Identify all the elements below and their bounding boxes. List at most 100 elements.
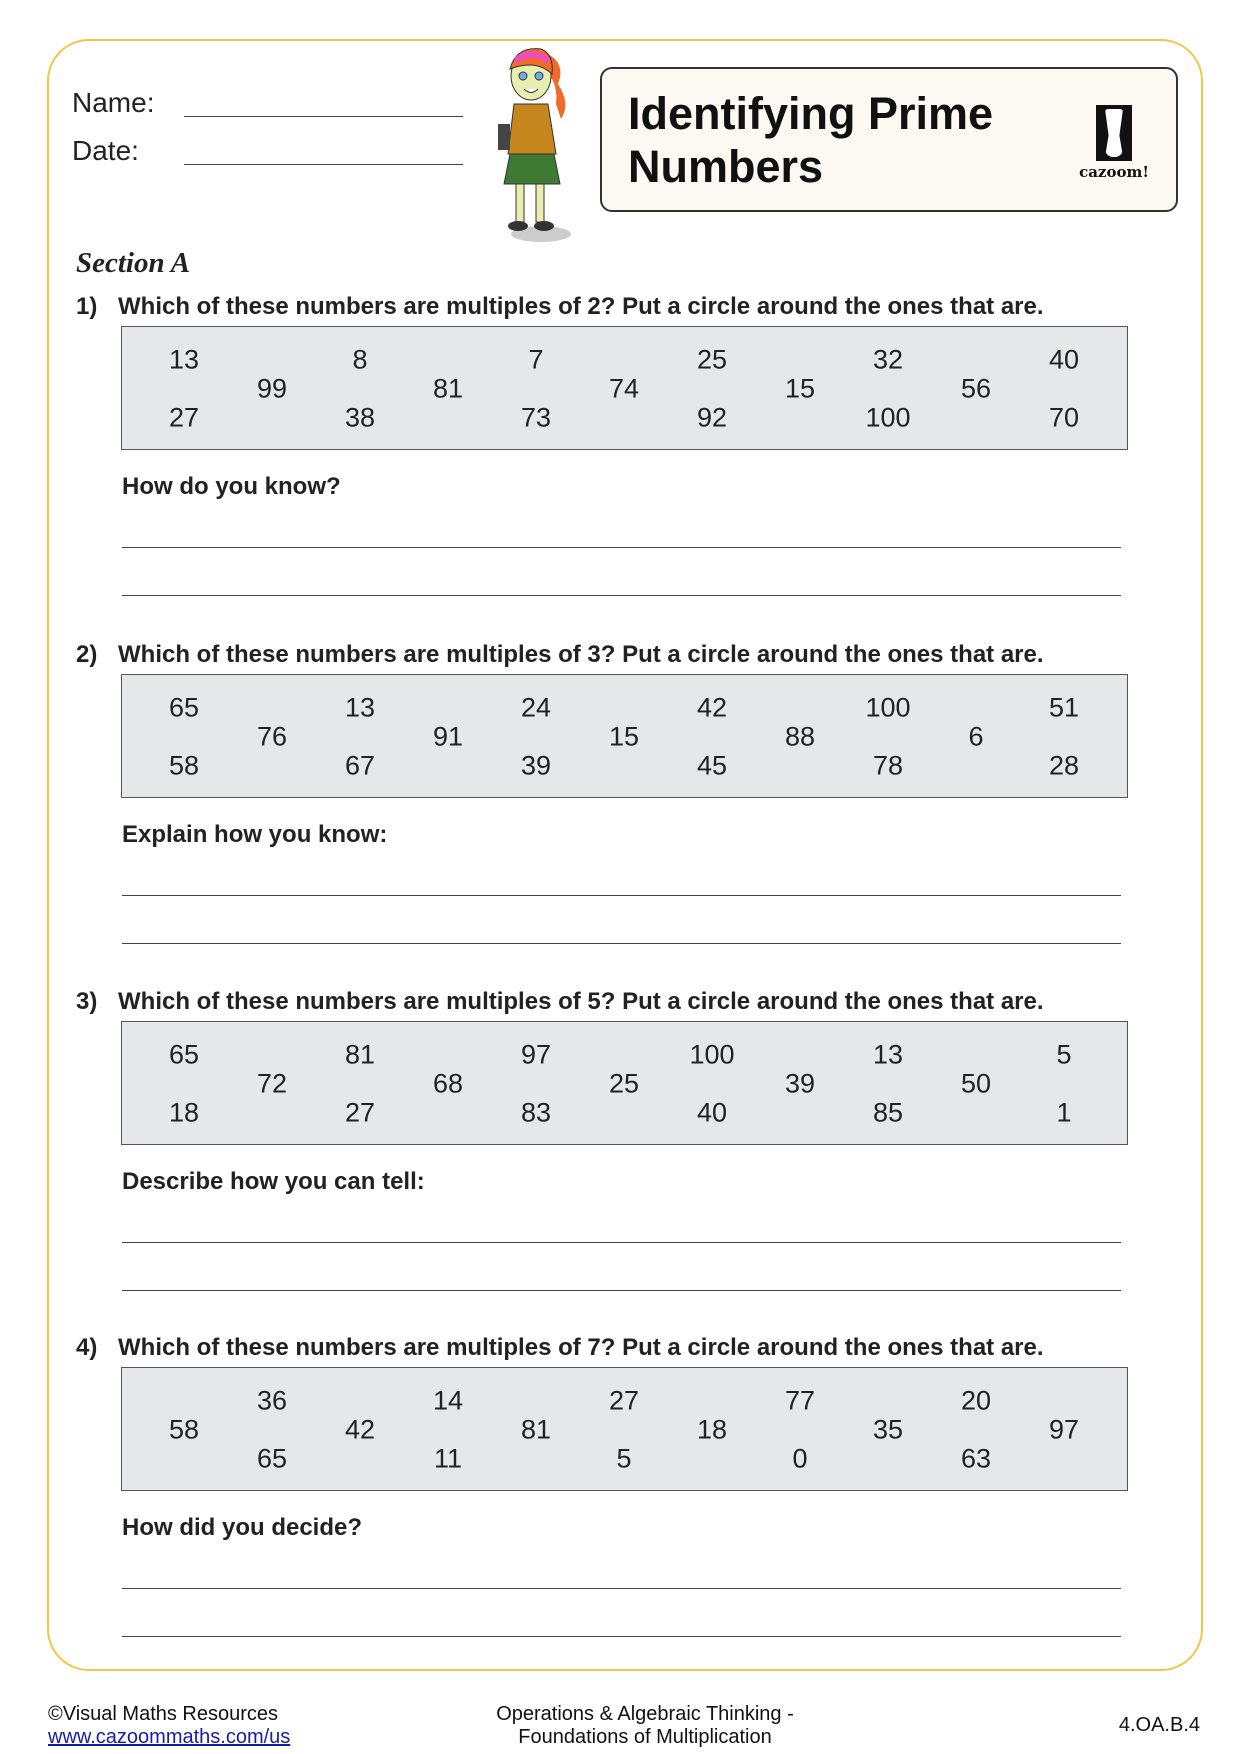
number-option[interactable]: 40 <box>1048 344 1080 375</box>
number-option[interactable]: 85 <box>872 1097 904 1128</box>
answer-line[interactable] <box>122 595 1121 596</box>
number-option[interactable]: 97 <box>520 1039 552 1070</box>
question-prompt: Which of these numbers are multiples of … <box>118 293 1044 320</box>
number-option[interactable]: 72 <box>256 1068 288 1099</box>
copyright: ©Visual Maths Resources <box>48 1703 279 1725</box>
number-option[interactable]: 73 <box>520 402 552 433</box>
number-option[interactable]: 0 <box>792 1443 808 1474</box>
question-prompt: Which of these numbers are multiples of … <box>118 641 1044 668</box>
number-option[interactable]: 51 <box>1048 692 1080 723</box>
number-option[interactable]: 27 <box>608 1385 640 1416</box>
explanation-prompt: How did you decide? <box>122 1514 363 1541</box>
number-option[interactable]: 42 <box>344 1414 376 1445</box>
answer-line[interactable] <box>122 943 1121 944</box>
date-label: Date: <box>72 135 139 166</box>
number-option[interactable]: 25 <box>696 344 728 375</box>
number-option[interactable]: 24 <box>520 692 552 723</box>
number-option[interactable]: 70 <box>1048 402 1080 433</box>
section-title: Section A <box>76 247 191 279</box>
number-option[interactable]: 78 <box>872 750 904 781</box>
number-box: 58 36 65 42 14 11 81 27 5 18 77 0 35 20 63 97 <box>121 1367 1128 1491</box>
footer-topic: Operations & Algebraic Thinking - Founda… <box>445 1703 845 1749</box>
number-option[interactable]: 27 <box>168 402 200 433</box>
number-option[interactable]: 40 <box>696 1097 728 1128</box>
number-option[interactable]: 11 <box>433 1443 463 1474</box>
number-option[interactable]: 100 <box>689 1039 735 1070</box>
number-option[interactable]: 65 <box>168 1039 200 1070</box>
number-option[interactable]: 28 <box>1048 750 1080 781</box>
number-option[interactable]: 20 <box>960 1385 992 1416</box>
number-option[interactable]: 25 <box>608 1068 640 1099</box>
number-option[interactable]: 92 <box>696 402 728 433</box>
number-option[interactable]: 13 <box>872 1039 904 1070</box>
number-option[interactable]: 58 <box>168 1414 200 1445</box>
number-option[interactable]: 14 <box>432 1385 464 1416</box>
number-option[interactable]: 8 <box>352 344 368 375</box>
answer-line[interactable] <box>122 1242 1121 1243</box>
number-option[interactable]: 77 <box>784 1385 816 1416</box>
question-4: 4) Which of these numbers are multiples o… <box>0 1334 1241 1681</box>
number-option[interactable]: 81 <box>344 1039 376 1070</box>
number-option[interactable]: 100 <box>865 402 911 433</box>
number-option[interactable]: 99 <box>256 373 288 404</box>
number-option[interactable]: 83 <box>520 1097 552 1128</box>
number-option[interactable]: 39 <box>520 750 552 781</box>
logo-mark-icon <box>1096 105 1132 161</box>
number-option[interactable]: 39 <box>784 1068 816 1099</box>
number-option[interactable]: 91 <box>432 721 464 752</box>
explanation-prompt: Describe how you can tell: <box>122 1168 425 1195</box>
number-option[interactable]: 38 <box>344 402 376 433</box>
number-option[interactable]: 68 <box>432 1068 464 1099</box>
answer-line[interactable] <box>122 547 1121 548</box>
number-option[interactable]: 63 <box>960 1443 992 1474</box>
number-option[interactable]: 81 <box>520 1414 552 1445</box>
number-option[interactable]: 5 <box>616 1443 632 1474</box>
question-number: 1) <box>76 293 98 320</box>
number-option[interactable]: 36 <box>256 1385 288 1416</box>
number-box: 65 58 76 13 67 91 24 39 15 42 45 88 100 78 6 51 28 <box>121 674 1128 798</box>
number-option[interactable]: 18 <box>168 1097 200 1128</box>
number-option[interactable]: 67 <box>344 750 376 781</box>
number-option[interactable]: 13 <box>344 692 376 723</box>
explanation-prompt: How do you know? <box>122 473 341 500</box>
number-option[interactable]: 42 <box>696 692 728 723</box>
number-option[interactable]: 45 <box>696 750 728 781</box>
number-option[interactable]: 6 <box>968 721 984 752</box>
number-option[interactable]: 27 <box>344 1097 376 1128</box>
question-3: 3) Which of these numbers are multiples o… <box>0 988 1241 1335</box>
question-number: 3) <box>76 988 98 1015</box>
number-box: 65 18 72 81 27 68 97 83 25 100 40 39 13 85 50 5 1 <box>121 1021 1128 1145</box>
number-option[interactable]: 56 <box>960 373 992 404</box>
date-line[interactable] <box>184 164 463 165</box>
number-option[interactable]: 65 <box>168 692 200 723</box>
question-text: 2) Which of these numbers are multiples o… <box>76 641 1044 669</box>
name-line[interactable] <box>184 116 463 117</box>
number-option[interactable]: 13 <box>168 344 200 375</box>
worksheet-title: Identifying Prime Numbers <box>628 87 993 193</box>
answer-line[interactable] <box>122 895 1121 896</box>
answer-line[interactable] <box>122 1636 1121 1637</box>
number-option[interactable]: 18 <box>696 1414 728 1445</box>
number-option[interactable]: 88 <box>784 721 816 752</box>
number-option[interactable]: 97 <box>1048 1414 1080 1445</box>
number-option[interactable]: 32 <box>872 344 904 375</box>
answer-line[interactable] <box>122 1290 1121 1291</box>
question-prompt: Which of these numbers are multiples of … <box>118 988 1044 1015</box>
number-option[interactable]: 58 <box>168 750 200 781</box>
number-option[interactable]: 35 <box>872 1414 904 1445</box>
answer-line[interactable] <box>122 1588 1121 1589</box>
number-option[interactable]: 15 <box>784 373 816 404</box>
number-option[interactable]: 74 <box>608 373 640 404</box>
number-option[interactable]: 7 <box>528 344 544 375</box>
website-link[interactable]: www.cazoommaths.com/us <box>48 1726 291 1748</box>
number-option[interactable]: 5 <box>1056 1039 1072 1070</box>
number-option[interactable]: 15 <box>608 721 640 752</box>
question-text: 4) Which of these numbers are multiples o… <box>76 1334 1044 1362</box>
number-option[interactable]: 76 <box>256 721 288 752</box>
number-option[interactable]: 65 <box>256 1443 288 1474</box>
number-option[interactable]: 81 <box>432 373 464 404</box>
footer-left: ©Visual Maths Resources www.cazoommaths.… <box>48 1703 290 1749</box>
number-option[interactable]: 50 <box>960 1068 992 1099</box>
number-option[interactable]: 1 <box>1056 1097 1072 1128</box>
number-option[interactable]: 100 <box>865 692 911 723</box>
